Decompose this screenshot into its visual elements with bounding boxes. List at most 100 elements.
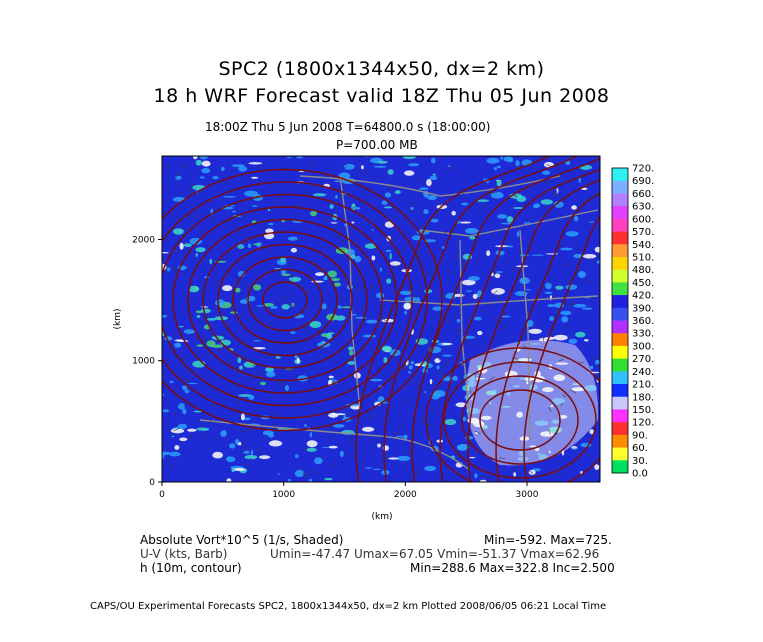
shade-patch xyxy=(364,243,377,249)
shade-patch xyxy=(538,454,548,461)
colorbar-segment xyxy=(612,396,628,410)
wind-barb xyxy=(581,170,586,175)
colorbar-label: 60. xyxy=(632,443,648,454)
shade-patch xyxy=(312,193,327,197)
wind-barb xyxy=(446,270,454,274)
wind-barb xyxy=(418,251,422,258)
wind-barb xyxy=(427,424,433,426)
shade-patch xyxy=(419,187,429,190)
shade-patch xyxy=(544,336,556,340)
shade-patch xyxy=(277,473,280,475)
colorbar-segment xyxy=(612,307,628,321)
shade-patch xyxy=(410,361,415,365)
colorbar-segment xyxy=(612,320,628,334)
shade-patch xyxy=(402,156,416,160)
shade-patch xyxy=(544,291,553,294)
shade-patch xyxy=(175,175,182,180)
colorbar-segment xyxy=(612,282,628,296)
shade-patch xyxy=(323,277,328,281)
colorbar-segment xyxy=(612,422,628,436)
shade-patch xyxy=(516,411,523,418)
wind-barb xyxy=(412,380,417,385)
shade-patch xyxy=(506,245,514,248)
shade-patch xyxy=(211,335,225,340)
shade-patch xyxy=(577,271,586,278)
shade-patch xyxy=(201,160,211,167)
wind-barb xyxy=(321,245,326,249)
shade-patch xyxy=(533,204,539,209)
shade-patch xyxy=(327,332,335,335)
wind-barb xyxy=(208,200,214,203)
colorbar-label: 120. xyxy=(632,418,654,429)
colorbar-segment xyxy=(612,256,628,270)
shade-patch xyxy=(179,437,188,442)
pressure-level: P=700.00 MB xyxy=(336,138,418,152)
shade-patch xyxy=(286,156,292,159)
wind-barb xyxy=(548,407,552,412)
shade-patch xyxy=(314,457,323,465)
shade-patch xyxy=(195,247,206,253)
shade-patch xyxy=(426,179,432,187)
shade-patch xyxy=(199,176,205,179)
colorbar-segment xyxy=(612,206,628,220)
colorbar-segment xyxy=(612,345,628,359)
wind-barb xyxy=(568,302,572,307)
shade-patch xyxy=(551,419,560,424)
shade-patch xyxy=(523,222,531,224)
contour-low xyxy=(187,218,383,382)
shade-patch xyxy=(328,445,338,449)
shade-patch xyxy=(581,307,593,310)
x-tick-label: 2000 xyxy=(394,490,417,500)
shade-patch xyxy=(252,205,258,207)
shade-patch xyxy=(486,250,491,257)
shade-patch xyxy=(354,316,368,319)
shade-patch xyxy=(429,175,438,181)
shade-patch xyxy=(237,357,242,364)
shade-patch xyxy=(206,340,216,347)
shade-patch xyxy=(583,253,597,259)
shade-patch xyxy=(528,328,543,334)
colorbar-segment xyxy=(612,193,628,207)
shade-patch xyxy=(379,267,383,272)
shade-patch xyxy=(596,260,600,264)
shade-patch xyxy=(330,277,341,282)
wind-barb xyxy=(172,266,177,273)
x-tick-label: 0 xyxy=(159,490,165,500)
shade-patch xyxy=(383,206,393,209)
wind-barb xyxy=(370,283,373,290)
contour-ridge xyxy=(523,215,600,482)
shade-patch xyxy=(236,244,244,248)
shade-patch xyxy=(328,412,339,418)
shade-patch xyxy=(243,450,250,454)
wind-barb xyxy=(557,241,564,246)
wind-barb xyxy=(469,386,471,394)
shade-patch xyxy=(411,235,422,241)
wind-barb xyxy=(562,394,567,398)
shade-patch xyxy=(162,409,170,413)
shade-patch xyxy=(589,221,594,223)
shade-patch xyxy=(465,227,479,234)
colorbar-segment xyxy=(612,371,628,385)
colorbar-segment xyxy=(612,460,628,474)
wind-barb xyxy=(210,218,216,223)
wind-barb xyxy=(285,391,291,393)
shade-patch xyxy=(496,271,504,273)
shade-patch xyxy=(362,334,377,338)
colorbar-segment xyxy=(612,434,628,448)
contour-low xyxy=(162,168,443,432)
colorbar-label: 360. xyxy=(632,316,654,327)
colorbar-segment xyxy=(612,218,628,232)
shade-patch xyxy=(321,303,327,310)
wind-barb xyxy=(522,344,527,349)
colorbar-frame xyxy=(611,167,629,474)
shade-patch xyxy=(584,339,589,342)
shade-patch xyxy=(170,428,185,434)
shade-patch xyxy=(268,440,283,447)
wind-barb xyxy=(564,301,567,308)
shade-patch xyxy=(226,478,232,482)
y-axis-label: (km) xyxy=(113,308,123,329)
shade-patch xyxy=(343,163,355,170)
shade-patch xyxy=(394,190,401,195)
wind-barb xyxy=(474,430,481,435)
wind-barb xyxy=(502,324,508,330)
